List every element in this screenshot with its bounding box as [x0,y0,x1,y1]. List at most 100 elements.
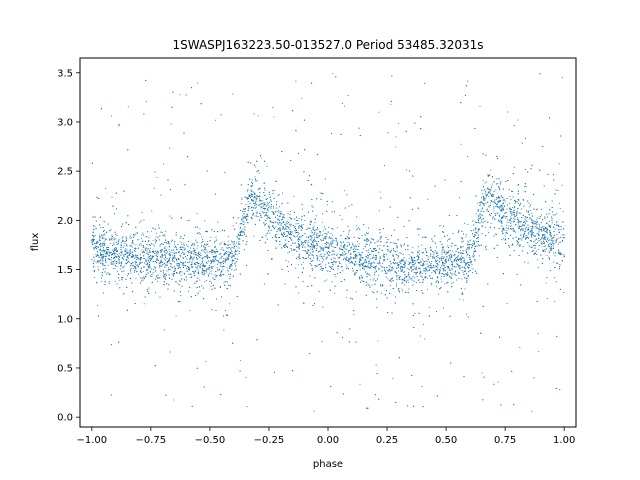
data-point [142,250,144,252]
data-point [223,329,225,331]
data-point [298,226,300,228]
data-point [556,213,558,215]
data-point [421,276,423,278]
data-point [545,282,547,284]
data-point [442,249,445,251]
data-point [224,310,226,312]
data-point [273,116,275,118]
data-point [444,283,446,285]
data-point [332,228,334,230]
data-point [490,202,492,204]
data-point [496,213,498,215]
data-point [392,267,394,270]
data-point [428,307,430,309]
data-point [350,248,352,250]
data-point [193,253,195,255]
data-point [254,180,257,182]
data-point [180,294,182,296]
data-point [440,278,442,280]
data-point [322,247,324,249]
data-point [278,220,280,222]
data-point [111,249,113,251]
data-point [311,236,313,238]
data-point [182,257,184,259]
data-point [389,284,391,287]
data-point [303,242,305,244]
data-point [356,255,359,257]
data-point [461,269,463,272]
data-point [385,253,387,255]
data-point [373,261,375,263]
data-point [482,222,484,224]
data-point [527,231,529,233]
data-point [302,244,304,246]
data-point [562,210,564,213]
data-point [430,284,432,286]
data-point [143,258,145,260]
data-point [554,277,556,279]
data-point [376,262,378,264]
data-point [143,262,145,264]
data-point [552,245,554,247]
data-point [270,205,272,208]
data-point [536,233,538,235]
data-point [346,296,348,298]
data-point [396,250,398,252]
data-point [403,284,405,286]
data-point [378,261,380,263]
data-point [414,277,416,279]
data-point [126,251,128,253]
data-point [498,200,500,202]
data-point [269,196,271,198]
data-point [519,246,521,248]
data-point [369,264,372,266]
data-point [214,258,216,260]
data-point [343,247,345,249]
data-point [437,293,440,295]
data-point [103,240,105,242]
data-point [310,239,312,241]
data-point [517,225,519,227]
data-point [281,213,283,215]
data-point [101,250,103,252]
data-point [401,267,403,269]
data-point [180,217,182,219]
data-point [459,266,461,268]
data-point [254,205,256,207]
data-point [118,279,120,281]
data-point [361,280,363,282]
data-point [302,249,304,252]
data-point [196,213,198,215]
data-points [91,72,565,412]
data-point [373,254,375,256]
data-point [289,214,291,216]
data-point [399,266,401,269]
data-point [260,206,262,208]
data-point [411,258,414,260]
data-point [276,211,278,213]
data-point [547,244,550,246]
data-point [268,193,270,195]
data-point [250,194,252,196]
data-point [263,208,265,210]
data-point [384,258,386,260]
data-point [130,272,132,274]
data-point [164,230,166,232]
data-point [529,230,531,232]
data-point [164,252,166,254]
data-point [402,271,405,273]
data-point [529,226,531,228]
data-point [546,241,548,243]
data-point [269,232,271,234]
data-point [333,257,335,259]
data-point [551,242,553,244]
data-point [298,238,300,240]
chart-title: 1SWASPJ163223.50-013527.0 Period 53485.3… [172,38,483,52]
data-point [378,111,380,113]
data-point [535,250,537,252]
data-point [152,272,154,274]
data-point [365,239,367,241]
data-point [440,256,442,258]
data-point [110,262,112,264]
data-point [95,253,97,256]
